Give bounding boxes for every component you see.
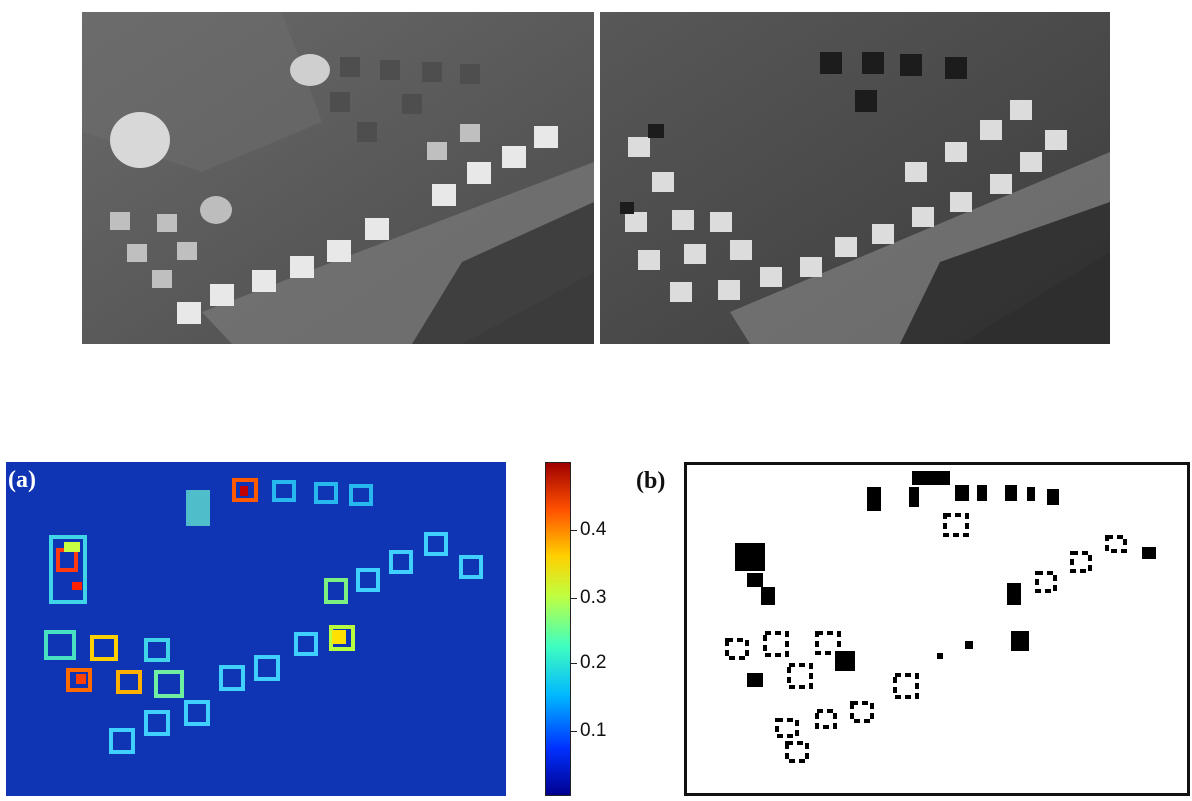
houses-grid bbox=[625, 100, 1067, 302]
colorbar-tick-label: 0.4 bbox=[580, 519, 607, 540]
binary-change-map bbox=[684, 462, 1190, 796]
aerial-photo-after bbox=[600, 12, 1110, 344]
colorbar-tickmark bbox=[571, 530, 577, 531]
houses-row-1 bbox=[177, 126, 558, 324]
colorbar-tick-label: 0.3 bbox=[580, 587, 607, 608]
colorbar-tick-label: 0.1 bbox=[580, 720, 607, 741]
change-intensity-map bbox=[6, 462, 506, 796]
panel-b-label: (b) bbox=[636, 468, 666, 494]
colorbar-tickmark bbox=[571, 598, 577, 599]
colorbar-tickmark bbox=[571, 731, 577, 732]
colorbar-tickmark bbox=[571, 663, 577, 664]
colorbar bbox=[545, 462, 571, 796]
colorbar-tick-label: 0.2 bbox=[580, 652, 607, 673]
aerial-photo-before bbox=[82, 12, 594, 344]
panel-a-label: (a) bbox=[8, 467, 36, 493]
